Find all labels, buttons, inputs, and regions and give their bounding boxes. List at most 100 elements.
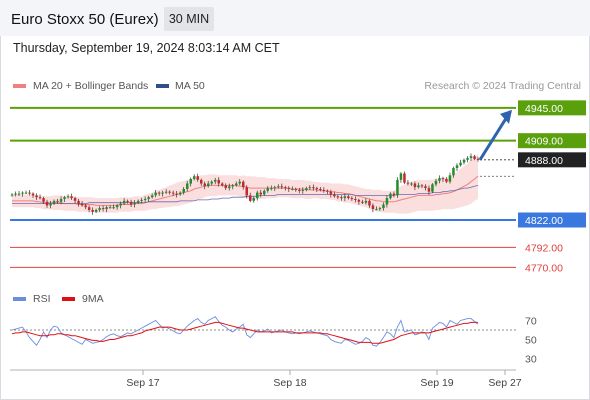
candle-body bbox=[305, 188, 308, 190]
candle-body bbox=[45, 201, 49, 206]
ma20-line bbox=[12, 175, 479, 206]
rsi-ma-legend-swatch bbox=[62, 297, 75, 301]
candle-body bbox=[417, 185, 420, 188]
candle-body bbox=[84, 205, 87, 208]
candle-body bbox=[73, 198, 77, 201]
candle-body bbox=[361, 201, 364, 203]
candle-body bbox=[256, 192, 259, 199]
candle-body bbox=[112, 207, 115, 209]
candle-body bbox=[441, 178, 445, 180]
candle-body bbox=[70, 196, 73, 199]
level-label-4770.00: 4770.00 bbox=[525, 262, 563, 274]
candle-body bbox=[210, 181, 213, 184]
candle-body bbox=[66, 196, 70, 198]
candle-body bbox=[35, 195, 38, 198]
candle-body bbox=[193, 176, 196, 179]
bollinger-band bbox=[12, 153, 478, 214]
candle-body bbox=[150, 195, 154, 198]
candle-body bbox=[249, 195, 252, 201]
ma50-line bbox=[12, 185, 479, 205]
candle-body bbox=[301, 189, 305, 191]
candle-body bbox=[284, 187, 287, 189]
timeframe-badge[interactable]: 30 MIN bbox=[164, 7, 214, 31]
candle-body bbox=[455, 165, 459, 168]
timestamp: Thursday, September 19, 2024 8:03:14 AM … bbox=[13, 41, 280, 55]
instrument-title: Euro Stoxx 50 (Eurex) bbox=[11, 11, 159, 28]
candle-body bbox=[357, 199, 361, 202]
candle-body bbox=[333, 194, 336, 197]
candle-body bbox=[385, 198, 389, 205]
candle-body bbox=[259, 192, 262, 195]
candle-body bbox=[312, 187, 315, 189]
candle-body bbox=[392, 193, 396, 196]
candle-body bbox=[105, 207, 108, 209]
candle-body bbox=[252, 198, 255, 201]
candle-body bbox=[270, 188, 273, 190]
candle-body bbox=[336, 196, 340, 198]
bollinger-legend-label: MA 20 + Bollinger Bands bbox=[33, 80, 149, 92]
candle-body bbox=[217, 179, 220, 184]
candle-body bbox=[371, 205, 375, 209]
candle-body bbox=[140, 199, 143, 201]
candle-body bbox=[343, 196, 347, 199]
candle-body bbox=[326, 190, 329, 192]
candle-body bbox=[389, 193, 392, 199]
rsi-tick-label-30: 30 bbox=[525, 354, 537, 366]
candle-body bbox=[319, 189, 322, 190]
rsi-ma-line bbox=[11, 321, 478, 344]
level-label-4888.00: 4888.00 bbox=[525, 155, 563, 167]
candle-body bbox=[434, 180, 438, 185]
candle-body bbox=[424, 186, 427, 189]
candle-body bbox=[94, 210, 98, 212]
candle-body bbox=[161, 192, 164, 194]
candle-body bbox=[399, 173, 403, 180]
candle-body bbox=[196, 176, 199, 180]
candle-body bbox=[203, 183, 206, 187]
candle-body bbox=[14, 193, 17, 195]
bollinger-legend-swatch bbox=[13, 84, 26, 88]
candle-body bbox=[133, 202, 136, 205]
x-tick-label-Sep-19: Sep 19 bbox=[420, 377, 453, 389]
candle-body bbox=[469, 156, 473, 158]
candle-body bbox=[91, 210, 94, 212]
x-tick-label-Sep-18: Sep 18 bbox=[273, 377, 306, 389]
candle-body bbox=[420, 185, 424, 187]
candle-body bbox=[80, 203, 84, 206]
candle-body bbox=[228, 186, 231, 189]
candle-body bbox=[445, 179, 448, 182]
candle-body bbox=[291, 189, 294, 190]
candle-body bbox=[340, 197, 343, 199]
candle-body bbox=[242, 181, 245, 188]
candle-body bbox=[263, 190, 266, 195]
rsi-line bbox=[11, 316, 479, 347]
candle-body bbox=[245, 187, 248, 196]
candle-body bbox=[329, 191, 333, 195]
candle-body bbox=[277, 186, 280, 188]
credit-text: Research © 2024 Trading Central bbox=[424, 80, 581, 92]
rsi-tick-label-70: 70 bbox=[525, 316, 537, 328]
candle-body bbox=[473, 156, 476, 159]
candle-body bbox=[231, 185, 234, 187]
candle-body bbox=[459, 162, 462, 166]
candle-body bbox=[238, 181, 241, 184]
candle-body bbox=[98, 208, 101, 210]
candle-body bbox=[119, 203, 122, 206]
rsi-legend-label: RSI bbox=[33, 293, 51, 305]
ma50-legend-swatch bbox=[156, 84, 169, 88]
candle-body bbox=[382, 204, 385, 209]
candle-body bbox=[28, 192, 31, 194]
candle-body bbox=[59, 199, 63, 202]
level-label-4909.00: 4909.00 bbox=[525, 136, 563, 148]
candle-body bbox=[77, 200, 80, 204]
candle-body bbox=[31, 193, 35, 196]
candle-body bbox=[347, 196, 350, 199]
candle-body bbox=[452, 168, 455, 176]
ma50-legend-label: MA 50 bbox=[175, 80, 205, 92]
level-label-4792.00: 4792.00 bbox=[525, 242, 563, 254]
candle-body bbox=[189, 179, 192, 184]
candle-body bbox=[273, 187, 277, 189]
level-tag-4822.00 bbox=[518, 212, 586, 228]
rsi-legend-swatch bbox=[13, 297, 26, 301]
candle-body bbox=[427, 188, 431, 192]
